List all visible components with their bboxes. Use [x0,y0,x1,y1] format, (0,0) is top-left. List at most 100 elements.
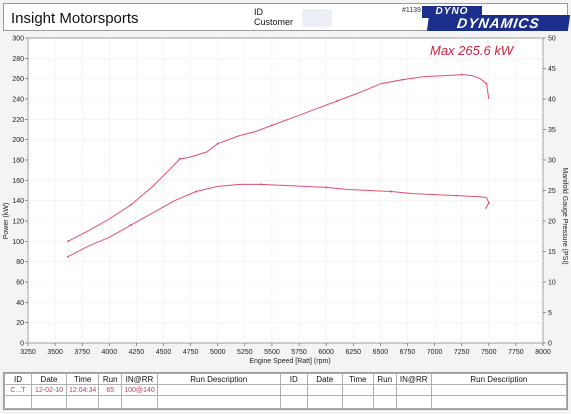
cell-inrr-2 [395,384,432,396]
series-point [455,194,458,197]
y-tick-label: 120 [12,219,24,226]
x-axis-label: Engine Speed [Ratt] (rpm) [249,358,330,365]
x-tick-label: 4000 [102,349,118,356]
y2-tick-label: 5 [548,310,552,317]
series-point [325,186,328,189]
y2-tick-label: 25 [548,188,556,195]
dyno-chart: 3250 3500 3750 4000 4250 4500 4750 5000 5250 5500… [0,31,571,371]
y2-tick-label: 40 [548,97,556,104]
x-tick-label: 7500 [481,349,497,356]
customer-label: Customer [254,17,294,27]
series-line-2 [67,183,490,258]
run-table: ID Date Time Run IN@RR Run Description I… [3,372,568,410]
dyno-dynamics-logo: DYNO DYNAMICS [422,6,571,32]
y-tick-label: 40 [16,300,24,307]
x-tick-label: 3750 [74,349,90,356]
series-point [270,124,273,127]
cell-date-2 [306,384,343,396]
y-tick-label: 280 [12,56,24,63]
col-header-time-2: Time [341,373,374,385]
y2-tick-label: 50 [548,36,556,43]
y-tick-label: 220 [12,117,24,124]
report-header: Insight Motorsports ID Customer #1139 DY… [3,3,571,32]
id-label: ID [254,7,263,17]
col-header-run-description-2: Run Description [430,373,568,385]
x-tick-label: 4750 [183,349,199,356]
max-power-annotation: Max 265.6 kW [430,43,515,58]
y-tick-label: 260 [12,76,24,83]
y-tick-label: 60 [16,280,24,287]
col-header-date: Date [31,373,67,385]
series-point [67,255,70,258]
redacted-customer-field [302,9,332,27]
cell-id: C...T [4,384,32,396]
col-header-id-2: ID [279,373,308,385]
x-tick-label: 4250 [129,349,145,356]
series-point [130,203,132,206]
logo-bottom-text: DYNAMICS [426,15,571,31]
x-tick-label: 3500 [47,349,63,356]
y-tick-label: 240 [12,97,24,104]
run-table-grid: ID Date Time Run IN@RR Run Description I… [4,373,568,409]
y-tick-label: 100 [12,239,24,246]
x-tick-label: 3250 [20,349,36,356]
y-tick-label: 300 [12,36,24,43]
cell-run-description-2 [430,384,568,396]
cell-run-description [156,384,281,396]
dyno-chart-svg: 3250 3500 3750 4000 4250 4500 4750 5000 5250 5500… [3,36,568,366]
series-point [460,73,463,76]
y-tick-label: 160 [12,178,24,185]
y2-tick-label: 45 [548,66,556,73]
cell-time-2 [341,384,374,396]
cell-time: 12:04:34 [65,384,100,396]
x-tick-label: 6000 [318,349,334,356]
y-axis-label: Power (kW) [3,203,10,240]
empty-cell [279,395,308,409]
y-tick-label: 0 [20,341,24,348]
x-tick-label: 6500 [373,349,389,356]
col-header-time: Time [65,373,100,385]
empty-cell [430,395,568,409]
cell-id-2 [279,384,308,396]
series-point [260,183,263,186]
col-header-date-2: Date [306,373,343,385]
x-tick-label: 5500 [264,349,280,356]
x-tick-label: 6250 [345,349,361,356]
y-tick-label: 80 [16,259,24,266]
series-point [195,190,198,193]
series-point [485,82,488,85]
series-point [178,158,181,160]
series-point [487,201,490,204]
table-row[interactable] [4,395,568,409]
y2-tick-label: 0 [548,341,552,348]
series-point [216,142,219,145]
empty-cell [98,395,123,409]
series-point [401,78,404,81]
series-point [130,224,132,227]
y2-tick-label: 15 [548,249,556,256]
cell-inrr: 100@140 [121,384,158,396]
empty-cell [306,395,343,409]
col-header-run: Run [98,373,123,385]
col-header-inrr-2: IN@RR [395,373,432,385]
x-tick-label: 7750 [508,349,524,356]
x-tick-label: 7000 [427,349,443,356]
empty-cell [372,395,397,409]
col-header-inrr: IN@RR [121,373,158,385]
y-tick-label: 140 [12,198,24,205]
empty-cell [341,395,374,409]
x-tick-label: 5000 [210,349,226,356]
y2-tick-label: 10 [548,280,556,287]
table-row[interactable]: C...T 12-02-10 12:04:34 65 100@140 [4,384,568,396]
cell-run-2 [372,384,397,396]
series-point [336,100,338,102]
series-point [67,240,70,243]
x-tick-label: 5750 [291,349,307,356]
plot-area [27,37,544,344]
company-name: Insight Motorsports [11,10,139,27]
col-header-run-description: Run Description [156,373,281,385]
series-line-1 [67,74,490,242]
empty-cell [156,395,281,409]
y-tick-label: 180 [12,158,24,165]
